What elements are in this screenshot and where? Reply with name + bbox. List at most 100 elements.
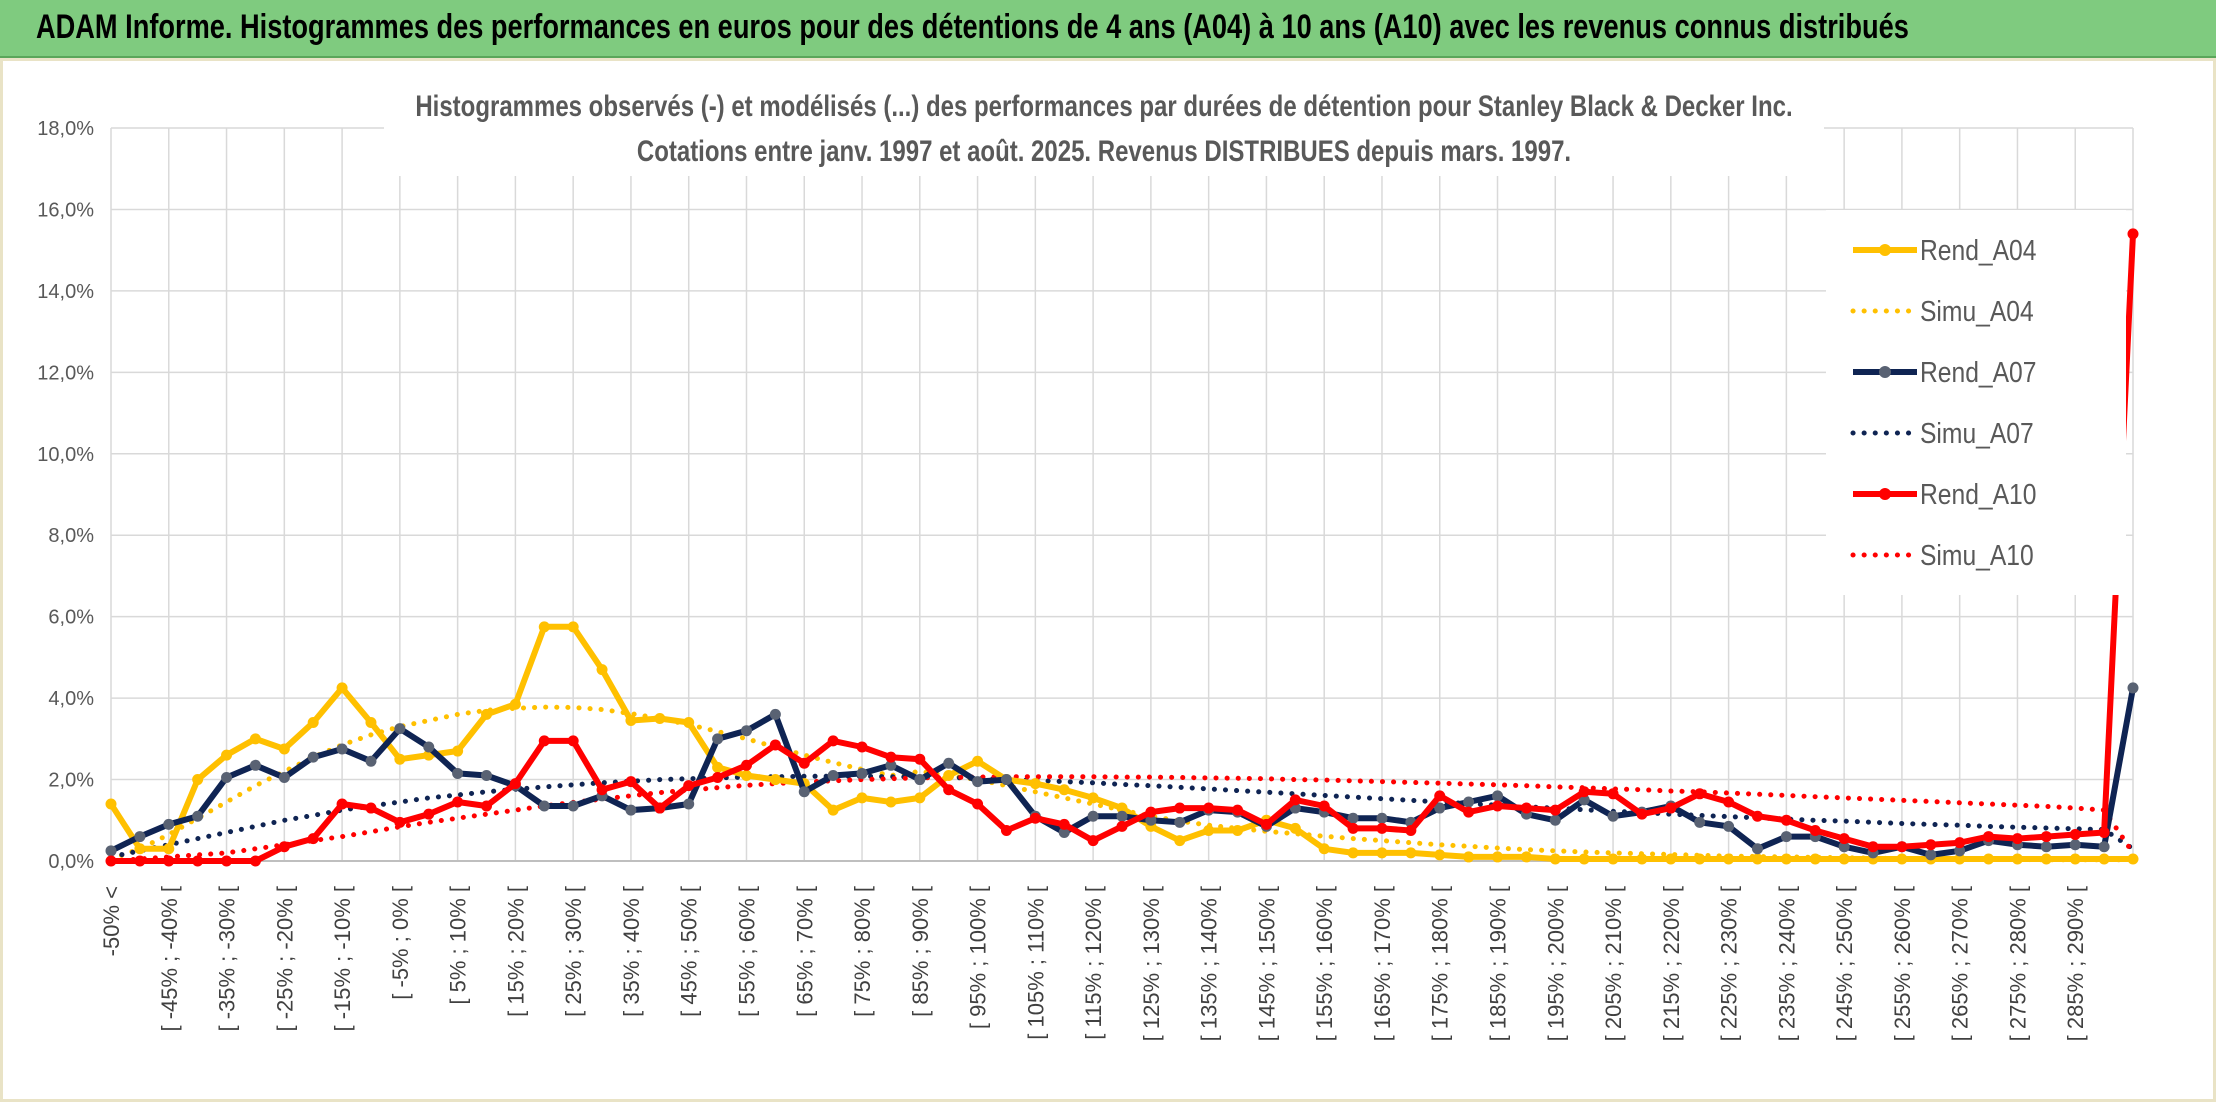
x-tick-label: [ 205% ; 210% [ <box>1601 886 1626 1041</box>
data-point <box>192 774 204 786</box>
data-point <box>1116 820 1128 832</box>
data-point <box>1954 853 1966 865</box>
x-tick-label: [ 95% ; 100% [ <box>966 886 991 1029</box>
data-point <box>192 810 204 822</box>
data-point <box>740 725 752 737</box>
x-tick-label: [ -5% ; 0% [ <box>388 886 413 1000</box>
data-point <box>596 664 608 676</box>
data-point <box>567 800 579 812</box>
x-tick-label: [ 195% ; 200% [ <box>1543 886 1568 1041</box>
data-point <box>972 798 984 810</box>
x-tick-label: [ 185% ; 190% [ <box>1486 886 1511 1041</box>
legend: Rend_A04 Simu_A04 Rend_A07 Simu_A07 Rend_A10… <box>1826 210 2126 595</box>
data-point <box>914 792 926 804</box>
data-point <box>1607 788 1619 800</box>
data-point <box>1549 814 1561 826</box>
x-tick-label: [ 225% ; 230% [ <box>1717 886 1742 1041</box>
data-point <box>105 855 117 867</box>
data-point <box>1492 800 1504 812</box>
data-point <box>1232 804 1244 816</box>
data-point <box>798 786 810 798</box>
data-point <box>1751 843 1763 855</box>
data-point <box>769 708 781 720</box>
data-point <box>1434 849 1446 861</box>
data-point <box>1058 818 1070 830</box>
legend-item: Simu_A04 <box>1850 295 2034 327</box>
data-point <box>1174 835 1186 847</box>
data-point <box>394 816 406 828</box>
data-point <box>1116 802 1128 814</box>
data-point <box>2040 831 2052 843</box>
data-point <box>1925 839 1937 851</box>
data-point <box>221 749 233 761</box>
legend-item: Simu_A10 <box>1850 539 2034 571</box>
data-point <box>394 723 406 735</box>
data-point <box>1260 818 1272 830</box>
data-point <box>1347 822 1359 834</box>
x-tick-label: [ 155% ; 160% [ <box>1312 886 1337 1041</box>
data-point <box>394 753 406 765</box>
data-point <box>452 796 464 808</box>
x-tick-label: [ -45% ; -40% [ <box>157 886 182 1032</box>
data-point <box>249 759 261 771</box>
y-tick-label: 10,0% <box>37 444 94 466</box>
x-tick-label: [ 25% ; 30% [ <box>561 886 586 1017</box>
data-point <box>827 804 839 816</box>
data-point <box>1983 831 1995 843</box>
x-tick-label: [ 285% ; 290% [ <box>2063 886 2088 1041</box>
data-point <box>1549 853 1561 865</box>
chart-frame <box>0 58 2216 1102</box>
x-tick-label: [ 235% ; 240% [ <box>1774 886 1799 1041</box>
legend-marker <box>1879 366 1891 378</box>
data-point <box>654 712 666 724</box>
data-point <box>365 802 377 814</box>
data-point <box>1809 853 1821 865</box>
data-point <box>163 843 175 855</box>
data-point <box>1723 853 1735 865</box>
data-point <box>249 733 261 745</box>
data-point <box>1203 802 1215 814</box>
data-point <box>712 761 724 773</box>
data-point <box>1578 786 1590 798</box>
chart-title-line-1: Histogrammes observés (-) et modélisés (… <box>415 88 1792 122</box>
data-point <box>1896 853 1908 865</box>
data-point <box>1665 853 1677 865</box>
legend-item: Rend_A07 <box>1853 356 2036 388</box>
y-tick-labels: 0,0% 2,0% 4,0% 6,0% 8,0% 10,0% 12,0% 14,0% 16,0%… <box>37 118 94 873</box>
data-point <box>1376 812 1388 824</box>
data-point <box>683 798 695 810</box>
data-point <box>105 845 117 857</box>
data-point <box>1463 796 1475 808</box>
x-tick-label: [ 115% ; 120% [ <box>1081 886 1106 1040</box>
x-tick-label: [ 105% ; 110% [ <box>1023 886 1048 1040</box>
x-tick-label: [ 85% ; 90% [ <box>908 886 933 1017</box>
data-point <box>163 855 175 867</box>
series-lines <box>105 228 2139 867</box>
data-point <box>740 759 752 771</box>
data-point <box>1694 788 1706 800</box>
y-tick-label: 8,0% <box>48 525 94 547</box>
data-point <box>654 802 666 814</box>
report-title: ADAM Informe. Histogrammes des performan… <box>36 8 1909 46</box>
data-point <box>712 772 724 784</box>
legend-item: Simu_A07 <box>1850 417 2034 449</box>
legend-label: Simu_A04 <box>1920 295 2034 327</box>
data-point <box>1751 853 1763 865</box>
data-point <box>1867 841 1879 853</box>
data-point <box>1463 806 1475 818</box>
data-point <box>249 855 261 867</box>
data-point <box>307 833 319 845</box>
data-point <box>769 739 781 751</box>
x-tick-labels: -50% < [ -45% ; -40% [[ -35% ; -30% [[ -2… <box>99 886 2088 1041</box>
data-point <box>1723 820 1735 832</box>
data-point <box>1318 800 1330 812</box>
series-Rend_A04 <box>105 621 2139 865</box>
data-point <box>856 741 868 753</box>
x-tick-label: [ 15% ; 20% [ <box>503 886 528 1017</box>
data-point <box>1838 841 1850 853</box>
data-point <box>1289 822 1301 834</box>
x-tick-label: [ 265% ; 270% [ <box>1948 886 1973 1041</box>
data-point <box>481 800 493 812</box>
data-point <box>1347 847 1359 859</box>
data-point <box>278 772 290 784</box>
